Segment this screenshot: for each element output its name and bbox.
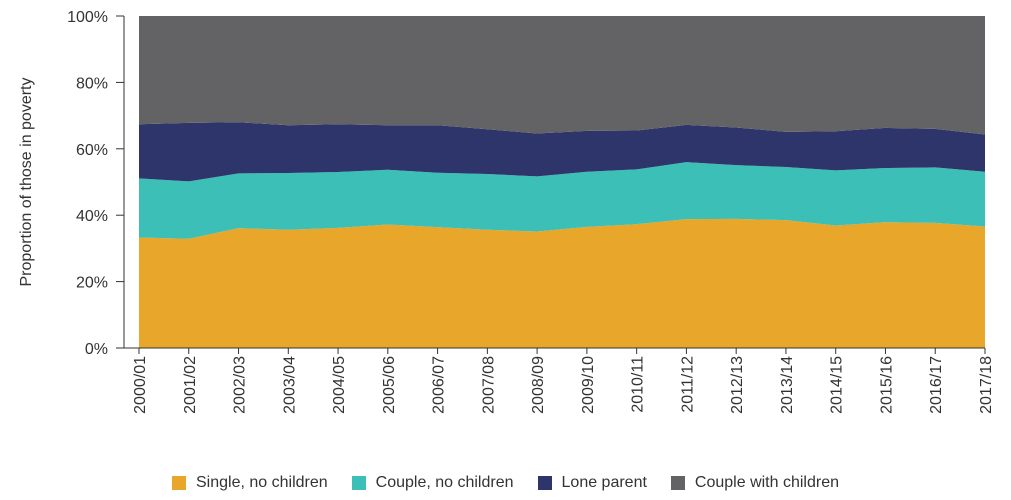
x-tick-label: 2014/15 bbox=[829, 356, 846, 414]
legend-swatch bbox=[537, 476, 552, 490]
y-tick-label: 60% bbox=[76, 142, 108, 159]
area-layer bbox=[139, 16, 985, 348]
legend-label: Couple with children bbox=[694, 474, 839, 491]
legend-item: Single, no children bbox=[172, 474, 328, 492]
x-tick-label: 2013/14 bbox=[779, 356, 796, 414]
x-tick-label: 2000/01 bbox=[132, 356, 149, 414]
x-tick-label: 2002/03 bbox=[232, 356, 249, 414]
x-tick-label: 2004/05 bbox=[331, 356, 348, 414]
x-tick-label: 2011/12 bbox=[679, 356, 696, 413]
legend-swatch bbox=[670, 476, 685, 490]
legend-label: Single, no children bbox=[196, 474, 328, 491]
legend-swatch bbox=[172, 476, 186, 490]
legend: Single, no children Couple, no children Lo… bbox=[0, 474, 1011, 492]
x-tick-label: 2017/18 bbox=[978, 356, 995, 414]
area-single-no-children bbox=[139, 218, 985, 348]
x-tick-label: 2012/13 bbox=[729, 356, 746, 414]
x-tick-label: 2001/02 bbox=[182, 356, 199, 414]
x-tick-label: 2005/06 bbox=[381, 356, 398, 414]
area-lone-parent bbox=[139, 122, 985, 182]
x-tick-label: 2010/11 bbox=[630, 356, 647, 413]
legend-label: Lone parent bbox=[561, 474, 647, 491]
y-tick-label: 100% bbox=[67, 9, 108, 26]
y-tick-labels: 0% 20% 40% 60% 80% 100% bbox=[67, 9, 124, 358]
x-tick-label: 2009/10 bbox=[580, 356, 597, 414]
legend-item: Couple, no children bbox=[351, 474, 514, 492]
x-tick-label: 2016/17 bbox=[928, 356, 945, 414]
y-tick-label: 80% bbox=[76, 75, 108, 92]
axis-layer bbox=[123, 16, 985, 349]
area-couple-no-children bbox=[139, 162, 985, 239]
x-tick-label: 2007/08 bbox=[480, 356, 497, 414]
stacked-area-chart: 0% 20% 40% 60% 80% 100% 2000/01 2001/02 2002/03… bbox=[18, 9, 995, 414]
x-tick-label: 2008/09 bbox=[530, 356, 547, 414]
y-tick-label: 0% bbox=[85, 341, 108, 358]
y-axis-title: Proportion of those in poverty bbox=[18, 77, 35, 286]
area-couple-with-children bbox=[139, 16, 985, 135]
x-tick-labels: 2000/01 2001/02 2002/03 2003/04 2004/05 2005/… bbox=[132, 348, 995, 414]
legend-item: Lone parent bbox=[537, 474, 647, 492]
y-tick-label: 20% bbox=[76, 275, 108, 292]
x-tick-label: 2006/07 bbox=[431, 356, 448, 414]
legend-swatch bbox=[351, 476, 366, 490]
y-tick-label: 40% bbox=[76, 208, 108, 225]
x-tick-label: 2003/04 bbox=[281, 356, 298, 414]
legend-item: Couple with children bbox=[670, 474, 839, 492]
x-tick-label: 2015/16 bbox=[878, 356, 895, 414]
legend-label: Couple, no children bbox=[375, 474, 514, 491]
